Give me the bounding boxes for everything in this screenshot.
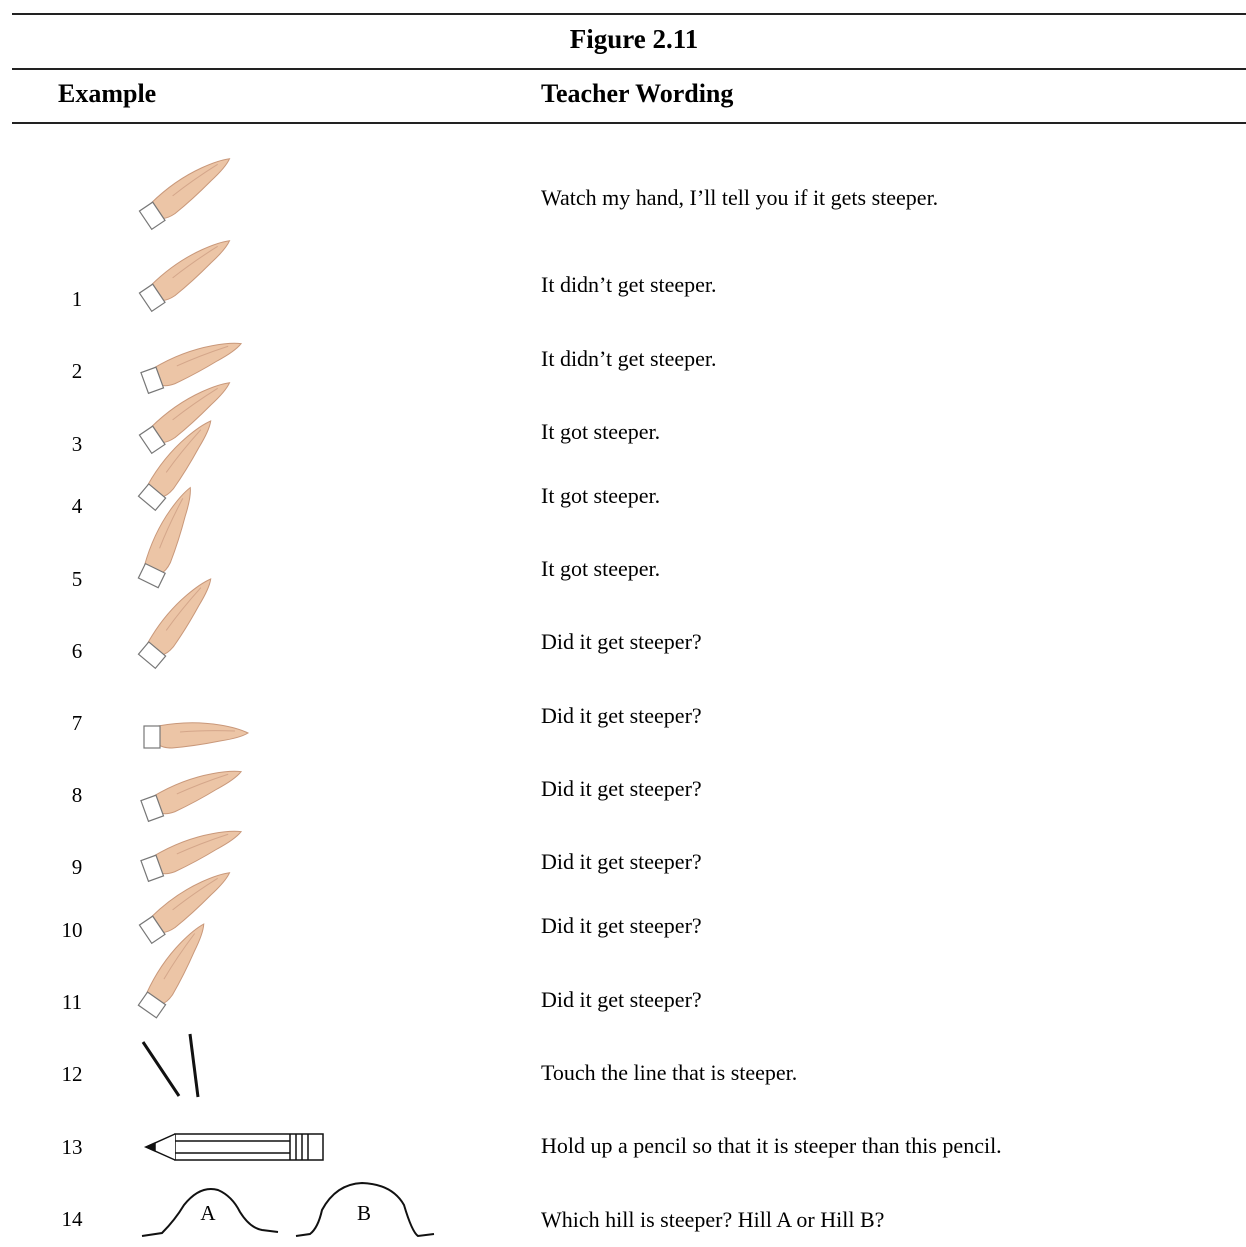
row-wording: It got steeper.	[541, 483, 660, 508]
row-number: 10	[62, 918, 83, 942]
hand-drawing	[138, 150, 238, 229]
row-wording: It got steeper.	[541, 419, 660, 444]
hand	[149, 232, 238, 303]
hand-drawing	[140, 334, 246, 393]
lines-drawing	[143, 1034, 198, 1097]
row-wording: Hold up a pencil so that it is steeper t…	[541, 1133, 1002, 1158]
row-wording: Did it get steeper?	[541, 987, 702, 1012]
row-wording: Did it get steeper?	[541, 629, 702, 654]
hand-drawing	[136, 572, 222, 668]
row-number: 2	[72, 359, 83, 383]
row-wording: It didn’t get steeper.	[541, 346, 717, 371]
hill-label: A	[200, 1201, 216, 1225]
hand	[158, 723, 248, 748]
hand	[153, 762, 246, 817]
row-wording: Did it get steeper?	[541, 913, 702, 938]
row-number: 5	[72, 567, 83, 591]
row-wording: It didn’t get steeper.	[541, 272, 717, 297]
row-number: 12	[62, 1062, 83, 1086]
row-number: 1	[72, 287, 83, 311]
row-wording: Touch the line that is steeper.	[541, 1060, 797, 1085]
cuff	[144, 726, 160, 748]
row-number: 6	[72, 639, 83, 663]
row-number: 14	[62, 1207, 84, 1231]
hills-drawing	[142, 1183, 434, 1236]
column-header: Example	[58, 79, 156, 108]
hand	[149, 150, 238, 221]
pencil-drawing	[146, 1134, 323, 1160]
hand	[153, 334, 246, 389]
row-number: 9	[72, 855, 83, 879]
figure-title: Figure 2.11	[570, 24, 699, 54]
hill-label: B	[357, 1201, 371, 1225]
hand-drawing	[144, 723, 248, 748]
row-wording: Did it get steeper?	[541, 703, 702, 728]
row-number: 3	[72, 432, 83, 456]
hand	[153, 822, 246, 877]
row-wording: Watch my hand, I’ll tell you if it gets …	[541, 185, 938, 210]
row-wording: Did it get steeper?	[541, 849, 702, 874]
row-number: 8	[72, 783, 83, 807]
figure-page: Figure 2.11 Example Teacher Wording A B …	[0, 0, 1246, 1247]
row-number: 13	[62, 1135, 83, 1159]
row-wording: Did it get steeper?	[541, 776, 702, 801]
row-wording: It got steeper.	[541, 556, 660, 581]
row-number: 4	[72, 494, 83, 518]
column-header: Teacher Wording	[541, 79, 733, 108]
hand-drawing	[138, 232, 238, 311]
row-number: 11	[62, 990, 82, 1014]
row-number: 7	[72, 711, 83, 735]
row-wording: Which hill is steeper? Hill A or Hill B?	[541, 1207, 884, 1232]
hand-drawing	[140, 762, 246, 821]
